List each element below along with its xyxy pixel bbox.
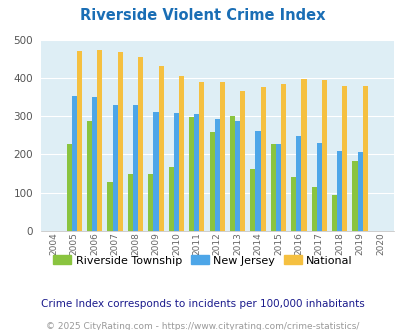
Bar — [194, 114, 199, 231]
Bar — [117, 52, 122, 231]
Text: Crime Index corresponds to incidents per 100,000 inhabitants: Crime Index corresponds to incidents per… — [41, 299, 364, 309]
Bar — [153, 112, 158, 231]
Bar — [112, 106, 117, 231]
Text: Riverside Violent Crime Index: Riverside Violent Crime Index — [80, 8, 325, 23]
Bar — [280, 84, 286, 231]
Bar — [92, 97, 97, 231]
Bar — [168, 167, 173, 231]
Bar — [362, 86, 367, 231]
Bar — [158, 66, 163, 231]
Bar — [128, 174, 133, 231]
Bar — [301, 79, 306, 231]
Bar — [316, 143, 321, 231]
Text: © 2025 CityRating.com - https://www.cityrating.com/crime-statistics/: © 2025 CityRating.com - https://www.city… — [46, 322, 359, 330]
Bar — [77, 51, 82, 231]
Bar — [107, 182, 112, 231]
Bar — [234, 121, 240, 231]
Bar — [138, 57, 143, 231]
Bar — [275, 144, 280, 231]
Bar — [250, 169, 255, 231]
Bar — [296, 136, 301, 231]
Bar — [214, 119, 219, 231]
Bar — [97, 50, 102, 231]
Bar — [270, 144, 275, 231]
Bar — [229, 116, 234, 231]
Bar — [321, 80, 326, 231]
Bar — [133, 106, 138, 231]
Bar — [87, 121, 92, 231]
Bar — [66, 144, 72, 231]
Bar — [336, 150, 341, 231]
Bar — [260, 87, 265, 231]
Bar — [219, 82, 224, 231]
Legend: Riverside Township, New Jersey, National: Riverside Township, New Jersey, National — [49, 251, 356, 270]
Bar — [255, 131, 260, 231]
Bar — [72, 96, 77, 231]
Bar — [341, 85, 347, 231]
Bar — [240, 90, 245, 231]
Bar — [209, 132, 214, 231]
Bar — [148, 174, 153, 231]
Bar — [331, 195, 336, 231]
Bar — [290, 178, 296, 231]
Bar — [199, 82, 204, 231]
Bar — [352, 161, 357, 231]
Bar — [173, 113, 179, 231]
Bar — [189, 117, 194, 231]
Bar — [357, 152, 362, 231]
Bar — [179, 76, 183, 231]
Bar — [311, 187, 316, 231]
